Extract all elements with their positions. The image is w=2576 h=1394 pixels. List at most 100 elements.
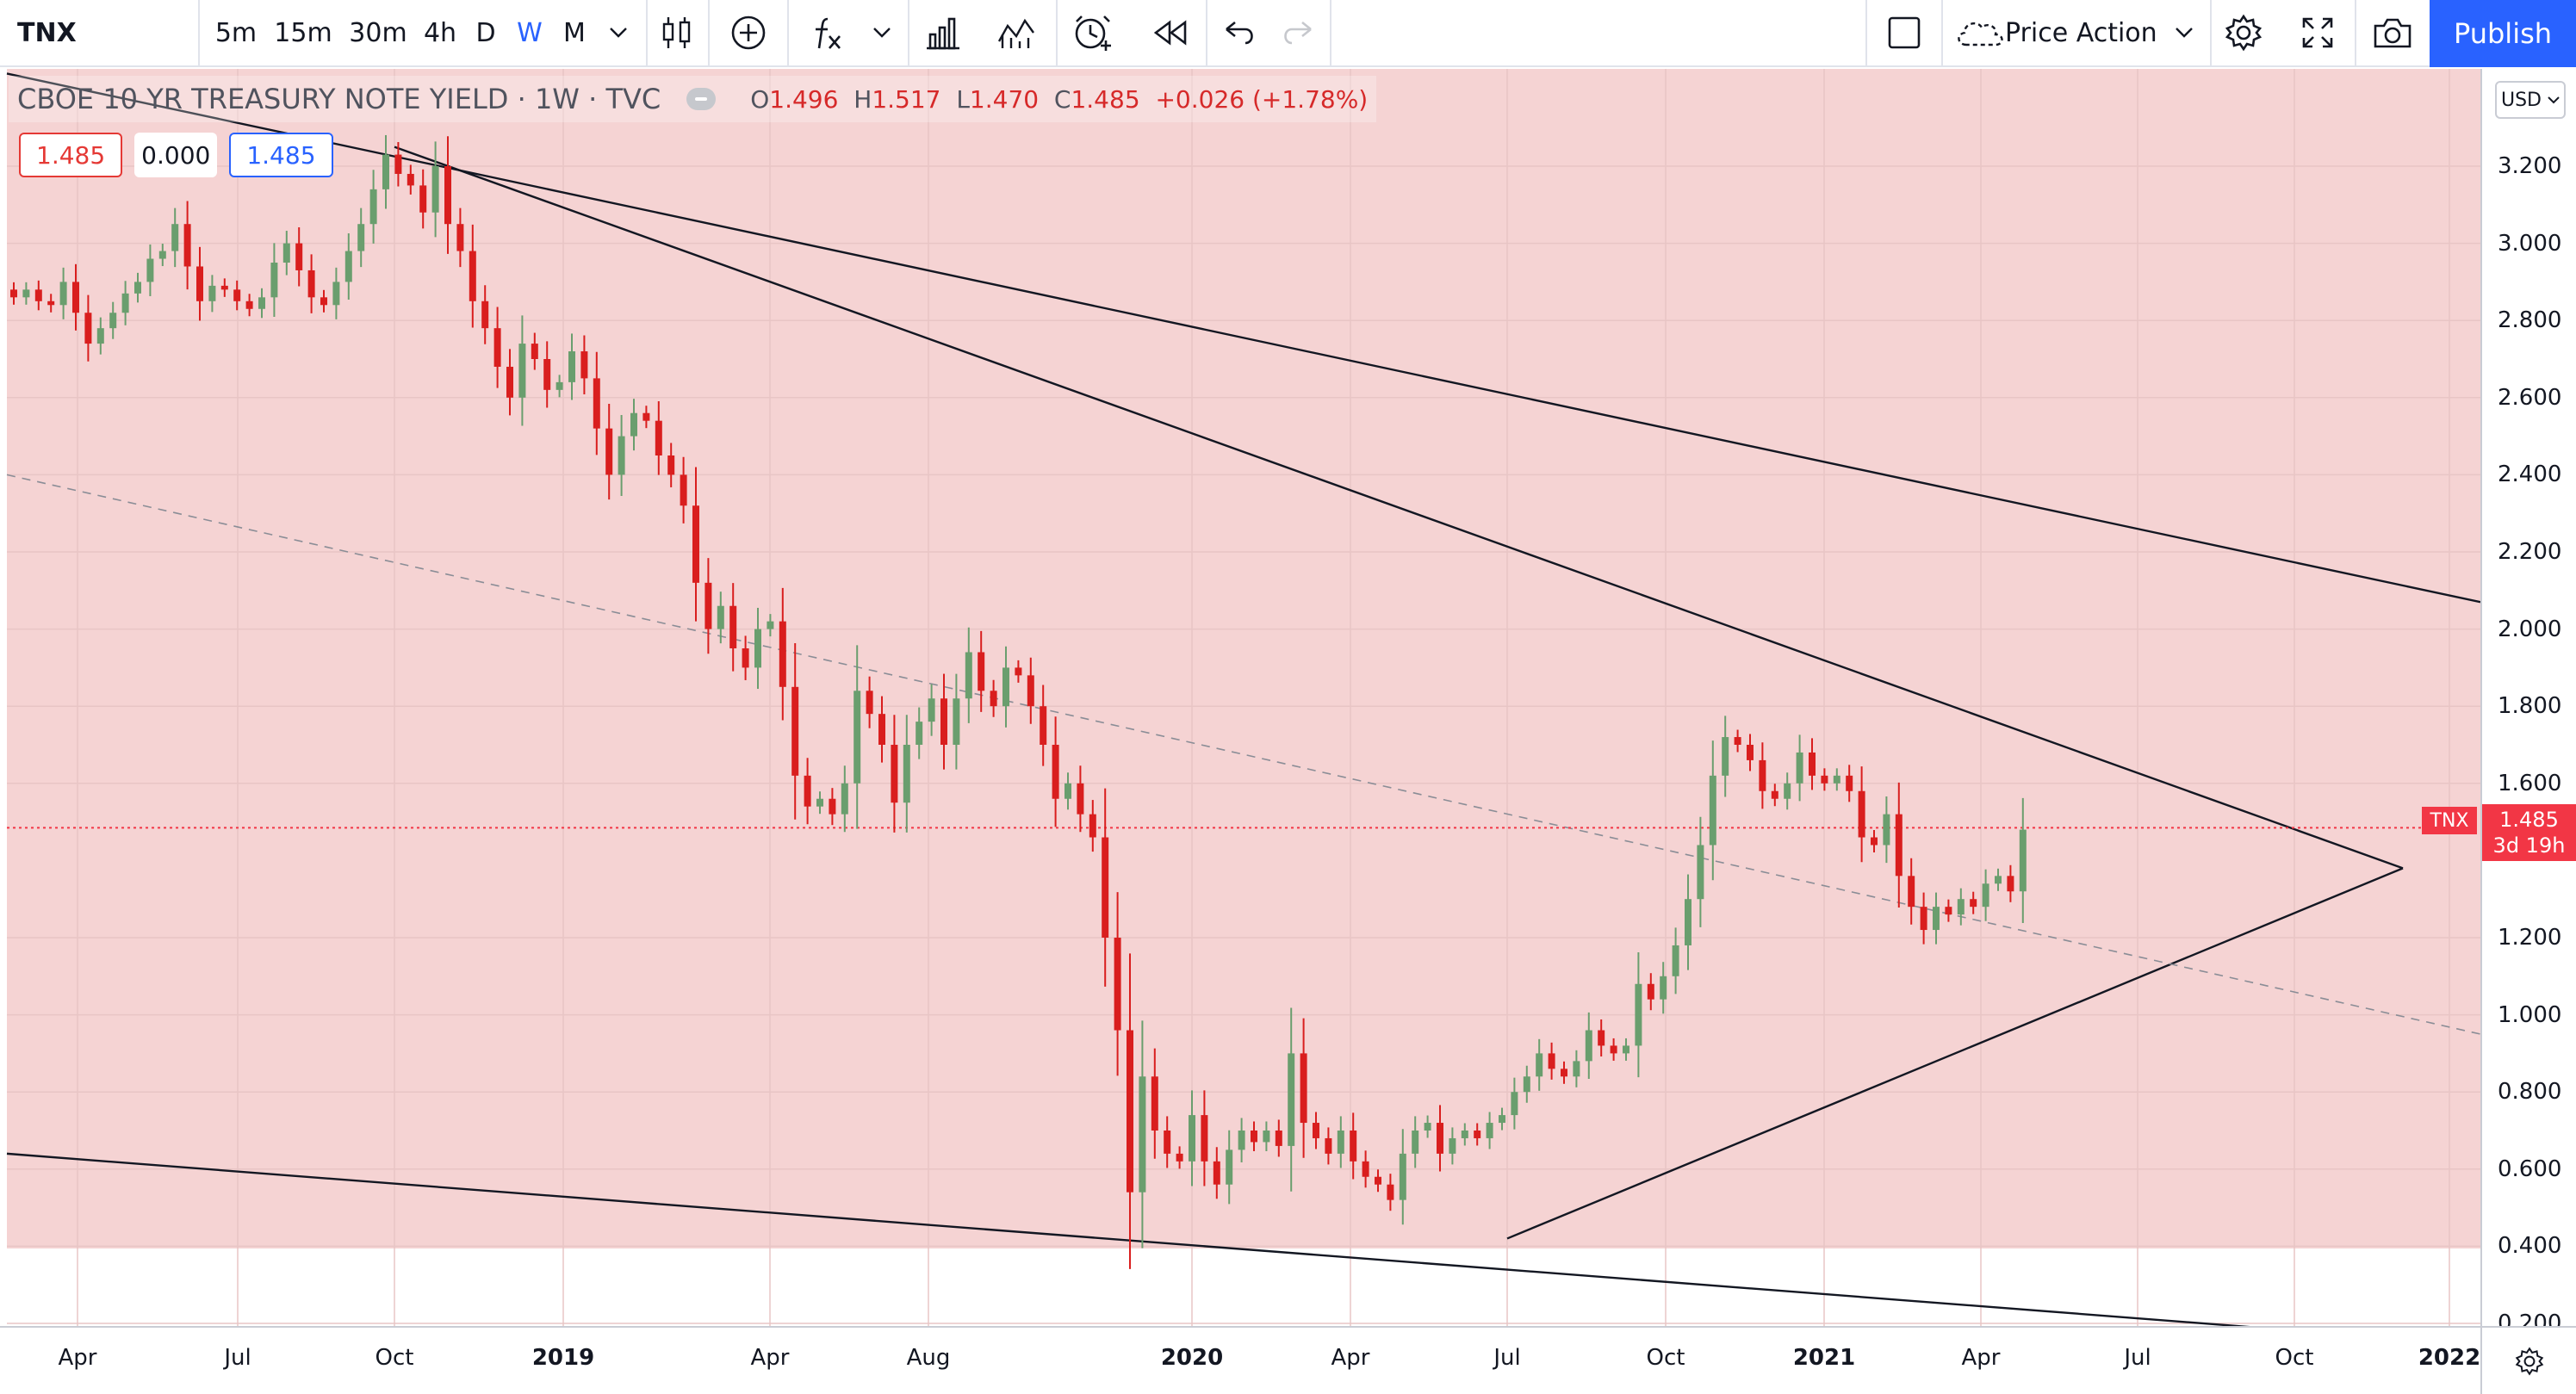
- trend-line[interactable]: [6, 72, 2481, 604]
- candle-body: [258, 297, 265, 309]
- candle-body: [1933, 907, 1940, 931]
- layout-name[interactable]: Price Action: [2005, 17, 2157, 48]
- candle-body: [407, 173, 414, 186]
- toolbar-divider: [198, 0, 200, 67]
- candle-body: [282, 243, 290, 263]
- trend-line[interactable]: [394, 146, 2404, 870]
- replay-rewind-icon[interactable]: [1144, 0, 1195, 65]
- trend-line[interactable]: [6, 1152, 2404, 1341]
- price-tick: 3.200: [2498, 153, 2562, 179]
- candles-chart-type-icon[interactable]: [655, 0, 699, 65]
- price-chart-canvas[interactable]: [0, 69, 2481, 1341]
- candle-body: [667, 455, 675, 475]
- candle-body: [580, 351, 588, 379]
- toolbar-divider: [646, 0, 648, 67]
- candle-body: [357, 224, 365, 251]
- candle-body: [568, 351, 575, 382]
- legend-title[interactable]: CBOE 10 YR TREASURY NOTE YIELD · 1W · TV…: [17, 83, 661, 115]
- alert-clock-icon[interactable]: [1065, 0, 1121, 65]
- candle-body: [1040, 706, 1047, 745]
- time-tick: Jul: [2124, 1345, 2151, 1371]
- candle-body: [245, 300, 253, 309]
- fullscreen-icon[interactable]: [2293, 0, 2343, 65]
- candle-body: [1325, 1137, 1332, 1154]
- candle-body: [680, 474, 687, 506]
- candle-body: [2019, 829, 2027, 892]
- candle-body: [804, 775, 811, 807]
- candle-body: [84, 313, 92, 344]
- legend-eye-icon[interactable]: [686, 88, 717, 110]
- settings-gear-icon[interactable]: [2219, 0, 2269, 65]
- compare-add-symbol-icon[interactable]: [717, 0, 780, 65]
- candle-body: [605, 428, 613, 475]
- legend-ohlc: O1.496 H1.517 L1.470 C1.485 +0.026 (+1.7…: [750, 85, 1368, 114]
- interval-4h[interactable]: 4h: [423, 17, 457, 48]
- high-value: 1.517: [872, 84, 941, 114]
- candle-body: [1523, 1076, 1530, 1093]
- candle-body: [1895, 814, 1903, 877]
- time-tick: Oct: [2275, 1345, 2314, 1371]
- candle-body: [531, 344, 538, 359]
- indicators-dropdown-chevron-icon[interactable]: [865, 0, 899, 65]
- candle-body: [121, 293, 129, 313]
- candle-body: [1957, 899, 1965, 915]
- price-tick: 3.000: [2498, 230, 2562, 257]
- interval-5m[interactable]: 5m: [214, 17, 258, 48]
- candle-body: [1164, 1131, 1171, 1154]
- symbol-search[interactable]: TNX: [17, 17, 77, 48]
- interval-m[interactable]: M: [563, 17, 586, 48]
- candle-body: [444, 166, 451, 225]
- interval-30m[interactable]: 30m: [349, 17, 407, 48]
- candle-body: [940, 698, 947, 745]
- trend-line[interactable]: [1506, 867, 2404, 1240]
- currency-selector[interactable]: USD: [2495, 81, 2566, 119]
- toolbar-divider: [908, 0, 909, 67]
- candle-body: [1945, 907, 1952, 915]
- toolbar-divider: [1330, 0, 1331, 67]
- toolbar-divider: [1941, 0, 1943, 67]
- candle-body: [878, 714, 885, 745]
- candle-body: [1846, 775, 1853, 791]
- candle-body: [345, 251, 352, 282]
- candle-body: [1226, 1149, 1233, 1185]
- undo-arrow-icon[interactable]: [1214, 0, 1266, 65]
- interval-d[interactable]: D: [475, 17, 496, 48]
- indicators-fx-icon[interactable]: [796, 0, 856, 65]
- cloud-save-icon[interactable]: [1952, 0, 2008, 65]
- interval-w[interactable]: W: [517, 17, 543, 48]
- time-tick: Apr: [1331, 1345, 1370, 1371]
- publish-button[interactable]: Publish: [2430, 0, 2576, 67]
- candle-body: [717, 605, 724, 629]
- candle-body: [10, 289, 17, 298]
- candle-body: [1511, 1092, 1518, 1116]
- candle-body: [34, 289, 42, 301]
- candle-body: [1102, 837, 1109, 938]
- chart-pane[interactable]: [0, 69, 2481, 1341]
- candle-body: [1883, 814, 1890, 846]
- candles-series: [10, 134, 2027, 1269]
- trend-line[interactable]: [6, 474, 2481, 1035]
- candle-body: [1623, 1045, 1629, 1054]
- candle-body: [754, 629, 761, 668]
- low-value: 1.470: [969, 84, 1040, 114]
- candle-body: [1313, 1123, 1319, 1138]
- financials-bars-icon[interactable]: [916, 0, 968, 65]
- snapshot-camera-icon[interactable]: [2365, 0, 2420, 65]
- interval-dropdown-chevron-icon[interactable]: [601, 0, 636, 65]
- candle-body: [1610, 1045, 1617, 1054]
- candle-body: [1486, 1123, 1493, 1138]
- series-values: 1.485 0.000 1.485: [19, 133, 333, 177]
- layout-dropdown-chevron-icon[interactable]: [2167, 0, 2201, 65]
- candle-body: [332, 282, 340, 306]
- price-scale[interactable]: [2480, 69, 2576, 1326]
- multi-layout-square-icon[interactable]: [1874, 0, 1934, 65]
- candle-body: [72, 282, 79, 313]
- candle-body: [692, 505, 699, 583]
- scale-settings-gear-icon[interactable]: [2480, 1326, 2576, 1394]
- toolbar-divider: [1056, 0, 1058, 67]
- time-scale[interactable]: [0, 1326, 2480, 1394]
- redo-arrow-icon[interactable]: [1271, 0, 1323, 65]
- templates-chart-icon[interactable]: [990, 0, 1042, 65]
- interval-15m[interactable]: 15m: [274, 17, 332, 48]
- candle-body: [1548, 1053, 1555, 1069]
